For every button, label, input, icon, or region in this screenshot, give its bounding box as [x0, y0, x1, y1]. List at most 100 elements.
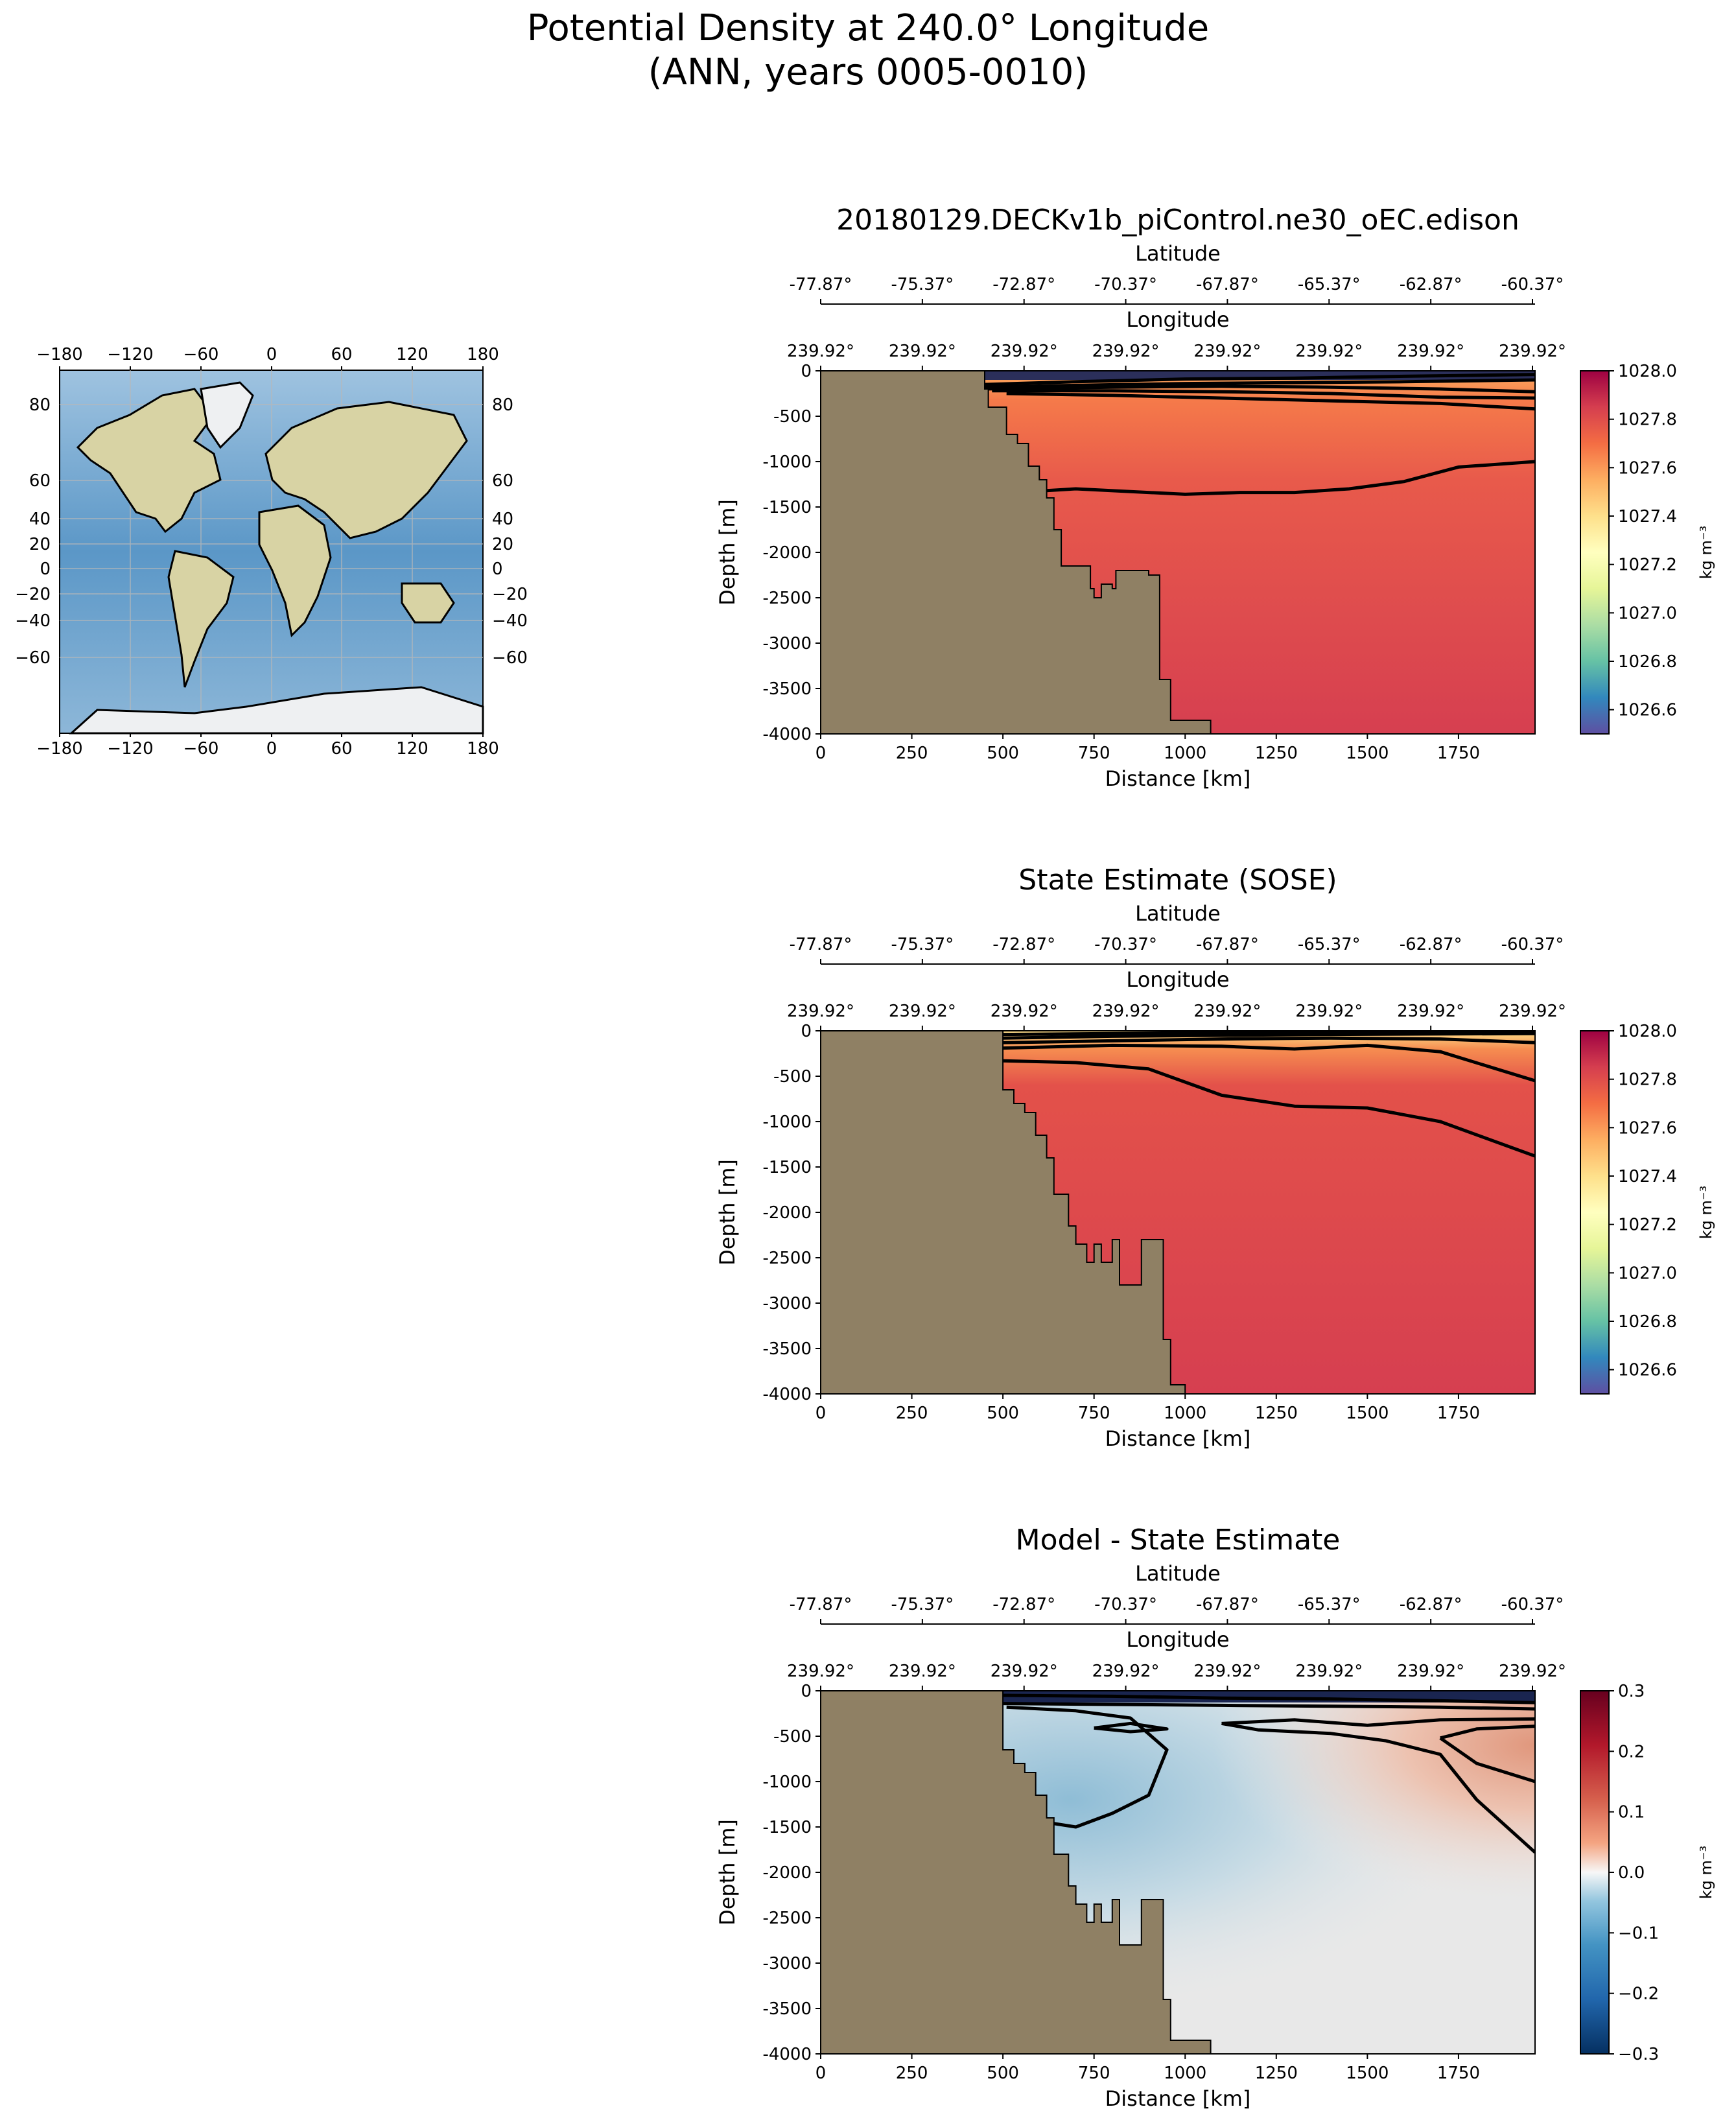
longitude-tick-label: 239.92°	[889, 1002, 956, 1021]
map-lat-tick-left: −40	[15, 611, 51, 631]
y-tick-label: -1500	[762, 1158, 812, 1177]
latitude-tick-label: -67.87°	[1196, 275, 1259, 294]
longitude-tick-label: 239.92°	[1397, 1662, 1464, 1681]
map-lat-tick-left: 80	[29, 395, 51, 415]
contour-line	[984, 373, 1535, 386]
colorbar-tick-label: 1027.0	[1618, 604, 1677, 623]
chart-panels: 20180129.DECKv1b_piControl.ne30_oEC.edis…	[715, 204, 1715, 2111]
map-lon-tick-bottom: −180	[36, 739, 82, 759]
colorbar-tick-label: 1026.6	[1618, 701, 1677, 720]
colorbar-tick-label: −0.3	[1618, 2045, 1659, 2064]
x-tick-label: 1750	[1437, 744, 1480, 763]
greenland	[200, 381, 254, 449]
y-tick-label: -3500	[762, 679, 812, 699]
contour-line	[1221, 1721, 1535, 1854]
map-lat-tick-left: 40	[29, 510, 51, 529]
chart-panel-2: State Estimate (SOSE) Latitude -77.87° -75.…	[715, 864, 1715, 1451]
x-tick-label: 250	[896, 1404, 928, 1423]
y-tick-label: -1500	[762, 498, 812, 517]
y-tick-label: -1000	[762, 453, 812, 472]
map-lon-tick-top: 120	[396, 345, 428, 364]
latitude-axis-label: Latitude	[1135, 901, 1221, 926]
europe-asia	[264, 401, 468, 539]
y-axis-label: Depth [m]	[715, 1819, 740, 1926]
latitude-tick-label: -65.37°	[1298, 1595, 1361, 1614]
map-lat-tick-right: 80	[492, 395, 513, 415]
map-lat-tick-right: 0	[492, 559, 503, 579]
x-tick-label: 1000	[1164, 2064, 1206, 2083]
world-map: −180 −180 −120 −120 −60 −60 0 0 60 60 120 120 180 180…	[15, 345, 528, 759]
y-tick-label: -2500	[762, 589, 812, 608]
x-tick-label: 250	[896, 744, 928, 763]
colorbar-tick-label: 1027.8	[1618, 410, 1677, 430]
map-lat-tick-right: 60	[492, 471, 513, 491]
latitude-tick-label: -62.87°	[1400, 275, 1462, 294]
colorbar-tick-label: 1027.6	[1618, 1118, 1677, 1138]
figure-title-line2: (ANN, years 0005-0010)	[648, 51, 1088, 93]
seafloor-topography	[821, 1691, 1212, 2054]
x-tick-label: 1250	[1255, 2064, 1298, 2083]
latitude-axis-label: Latitude	[1135, 241, 1221, 266]
map-lon-tick-bottom: −60	[183, 739, 219, 759]
latitude-tick-label: -70.37°	[1094, 1595, 1157, 1614]
longitude-tick-label: 239.92°	[787, 1002, 854, 1021]
contour-line	[1046, 460, 1535, 496]
colorbar-tick-label: 1026.6	[1618, 1361, 1677, 1380]
longitude-tick-label: 239.92°	[1499, 1002, 1566, 1021]
map-lat-tick-right: −60	[492, 648, 528, 668]
x-tick-label: 750	[1078, 1404, 1110, 1423]
x-tick-label: 1500	[1346, 744, 1389, 763]
map-lon-tick-top: 180	[467, 345, 499, 364]
x-tick-label: 0	[815, 1404, 827, 1423]
map-lon-tick-bottom: 180	[467, 739, 499, 759]
colorbar-tick-label: −0.2	[1618, 1985, 1659, 2004]
field-area	[821, 1691, 1535, 2054]
x-tick-label: 1750	[1437, 1404, 1480, 1423]
map-land	[69, 381, 484, 735]
longitude-axis-label: Longitude	[1126, 307, 1229, 332]
contour-line	[1094, 1721, 1169, 1734]
longitude-tick-label: 239.92°	[1092, 1002, 1160, 1021]
latitude-tick-label: -62.87°	[1400, 935, 1462, 954]
longitude-tick-label: 239.92°	[1193, 1002, 1261, 1021]
colorbar-tick-label: 0.3	[1618, 1682, 1645, 1701]
contour-line	[1439, 1736, 1535, 1784]
longitude-tick-label: 239.92°	[1397, 342, 1464, 361]
x-tick-label: 750	[1078, 2064, 1110, 2083]
longitude-tick-label: 239.92°	[1193, 1662, 1261, 1681]
map-lat-tick-left: −20	[15, 585, 51, 604]
longitude-tick-label: 239.92°	[1295, 1662, 1363, 1681]
y-tick-label: 0	[801, 1682, 812, 1701]
map-lon-tick-top: 60	[331, 345, 352, 364]
latitude-tick-label: -67.87°	[1196, 1595, 1259, 1614]
contour-line	[1003, 1031, 1535, 1037]
latitude-tick-label: -75.37°	[891, 275, 954, 294]
latitude-tick-label: -70.37°	[1094, 275, 1157, 294]
longitude-tick-label: 239.92°	[991, 1662, 1058, 1681]
y-tick-label: -3500	[762, 1999, 812, 2019]
map-lat-tick-right: −40	[492, 611, 528, 631]
longitude-tick-label: 239.92°	[1499, 342, 1566, 361]
colorbar-tick-label: 1028.0	[1618, 362, 1677, 381]
map-lat-tick-right: 20	[492, 535, 513, 554]
longitude-tick-label: 239.92°	[889, 342, 956, 361]
y-tick-label: -3500	[762, 1339, 812, 1359]
longitude-tick-label: 239.92°	[889, 1662, 956, 1681]
colorbar-gradient	[1580, 370, 1610, 735]
x-axis-label: Distance [km]	[1105, 2086, 1251, 2111]
colorbar-gradient	[1580, 1690, 1610, 2055]
map-lat-tick-left: 20	[29, 535, 51, 554]
longitude-tick-label: 239.92°	[1092, 342, 1160, 361]
longitude-tick-label: 239.92°	[991, 1002, 1058, 1021]
colorbar-tick-label: 1027.0	[1618, 1264, 1677, 1283]
y-tick-label: -4000	[762, 2045, 812, 2064]
x-axis-label: Distance [km]	[1105, 1426, 1251, 1451]
y-tick-label: 0	[801, 362, 812, 381]
latitude-tick-label: -65.37°	[1298, 935, 1361, 954]
x-tick-label: 1000	[1164, 1404, 1206, 1423]
seafloor-topography	[821, 1031, 1186, 1394]
figure-title-line1: Potential Density at 240.0° Longitude	[526, 7, 1210, 49]
figure-title: Potential Density at 240.0° Longitude (A…	[0, 6, 1736, 95]
contour-line	[984, 384, 1535, 394]
map-tick-labels: −180 −180 −120 −120 −60 −60 0 0 60 60 120 120 180 180…	[15, 345, 528, 759]
